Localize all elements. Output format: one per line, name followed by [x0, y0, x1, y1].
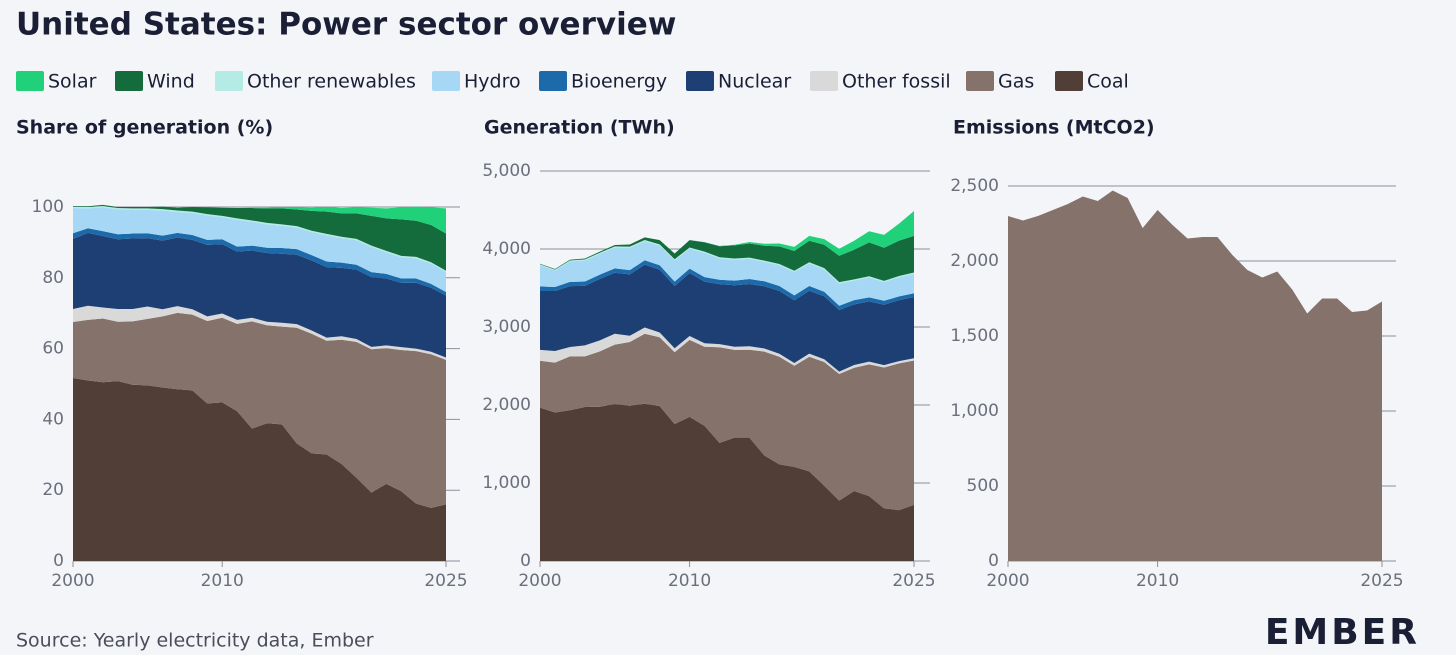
legend-label: Wind [147, 71, 195, 93]
y-tick-label: 0 [53, 551, 64, 571]
y-tick-label: 5,000 [482, 161, 531, 181]
y-tick-label: 3,000 [482, 317, 531, 337]
area [1008, 190, 1382, 561]
legend-label: Hydro [464, 71, 521, 93]
y-tick-label: 2,000 [950, 251, 999, 271]
legend-label: Nuclear [718, 71, 791, 93]
y-tick-label: 500 [967, 476, 999, 496]
area-band: Hydro [540, 241, 914, 306]
area-band: Nuclear [540, 264, 914, 372]
legend-swatch [1055, 71, 1083, 91]
area-band [73, 207, 446, 292]
area-band: Wind [540, 235, 914, 283]
area-band [73, 377, 446, 561]
y-tick-label: 0 [988, 551, 999, 571]
area-band [73, 232, 446, 358]
legend-swatch [539, 71, 567, 91]
area-band: Gas [540, 333, 914, 511]
y-tick-label: 100 [32, 197, 64, 217]
legend-label: Other fossil [842, 71, 951, 93]
y-tick-label: 4,000 [482, 239, 531, 259]
x-tick-label: 2000 [518, 571, 561, 591]
panel-title: Emissions (MtCO2) [953, 117, 1155, 139]
x-tick-label: 2010 [1136, 571, 1179, 591]
legend-swatch [966, 71, 994, 91]
legend-label: Solar [48, 71, 97, 93]
y-tick-label: 1,000 [950, 401, 999, 421]
area-band [73, 204, 446, 271]
y-tick-label: 1,000 [482, 473, 531, 493]
legend-swatch [686, 71, 714, 91]
area-band [73, 204, 446, 234]
y-tick-label: 40 [42, 409, 64, 429]
page-title: United States: Power sector overview [16, 7, 676, 43]
x-tick-label: 2000 [986, 571, 1029, 591]
y-tick-label: 2,000 [482, 395, 531, 415]
legend-label: Other renewables [247, 71, 416, 93]
legend-label: Bioenergy [571, 71, 667, 93]
panel-title: Generation (TWh) [484, 117, 675, 139]
x-tick-label: 2025 [1360, 571, 1403, 591]
panel-title: Share of generation (%) [16, 117, 273, 139]
y-tick-label: 20 [42, 480, 64, 500]
legend-swatch [432, 71, 460, 91]
legend-swatch [215, 71, 243, 91]
y-tick-label: 1,500 [950, 326, 999, 346]
area-band [73, 305, 446, 360]
area-band: Other renewables [540, 240, 914, 284]
legend-label: Coal [1087, 71, 1129, 93]
logo: EMBER [1265, 612, 1420, 653]
area-band: Other fossil [540, 327, 914, 374]
x-tick-label: 2025 [892, 571, 935, 591]
y-tick-label: 0 [520, 551, 531, 571]
source: Source: Yearly electricity data, Ember [16, 630, 374, 652]
area-band: Coal [540, 403, 914, 561]
legend-swatch [115, 71, 143, 91]
x-tick-label: 2010 [668, 571, 711, 591]
area-band [73, 312, 446, 508]
legend-swatch [810, 71, 838, 91]
y-tick-label: 2,500 [950, 176, 999, 196]
x-tick-label: 2010 [201, 571, 244, 591]
area-band [73, 228, 446, 296]
y-tick-label: 60 [42, 339, 64, 359]
legend-swatch [16, 71, 44, 91]
legend-label: Gas [998, 71, 1034, 93]
x-tick-label: 2025 [424, 571, 467, 591]
x-tick-label: 2000 [51, 571, 94, 591]
y-tick-label: 80 [42, 268, 64, 288]
